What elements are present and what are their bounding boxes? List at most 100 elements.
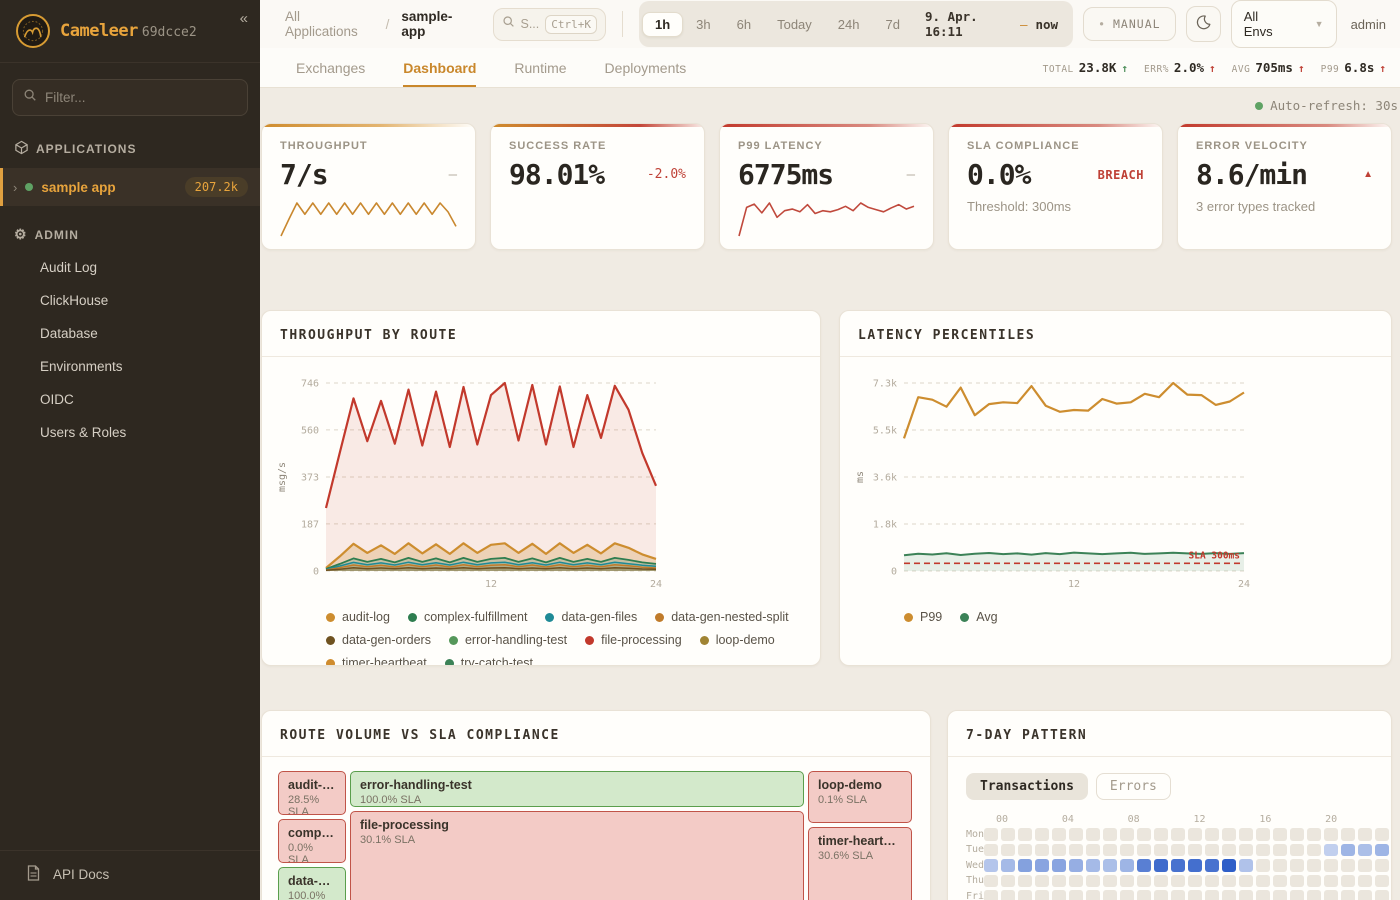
tab-exchanges[interactable]: Exchanges [296,59,366,76]
legend-item[interactable]: complex-fulfillment [407,610,527,624]
sidebar-item-audit-log[interactable]: Audit Log [40,260,98,275]
global-search-input[interactable]: S... Ctrl+K [492,7,607,41]
date-range-display[interactable]: 9. Apr. 16:11 – now [924,9,1059,39]
heatmap-cell [1205,843,1220,856]
heatmap-cell [1069,843,1084,856]
gear-icon: ⚙ [14,226,28,242]
heatmap-cell [1358,859,1373,872]
treemap-route-name: file-processing [360,818,449,832]
svg-text:187: 187 [301,519,319,530]
heatmap-cell [1188,828,1203,841]
treemap-cell-data-gen-files[interactable]: data-gen-files 100.0% SLA [278,867,346,900]
heatmap-day-label: Wed [966,859,985,871]
heatmap-cell [1137,843,1152,856]
time-range-7d[interactable]: 7d [885,16,900,32]
heatmap-cell [1137,828,1152,841]
time-range-24h[interactable]: 24h [837,16,860,32]
sidebar-item-clickhouse[interactable]: ClickHouse [40,293,109,308]
heatmap-cell [1358,843,1373,856]
legend-item[interactable]: try-catch-test [444,656,533,665]
time-range-1h[interactable]: 1h [641,11,684,37]
legend-dot-icon [326,658,335,665]
sidebar-collapse-button[interactable]: « [239,10,248,27]
heatmap-cell [1222,890,1237,900]
stat-p99: P99 6.8s ↑ [1320,60,1386,75]
chart-legend: P99 Avg [852,602,1373,624]
heatmap-cell [1273,890,1288,900]
sidebar-filter[interactable] [12,79,248,116]
auto-refresh-indicator: Auto-refresh: 30s [261,96,1398,123]
sidebar-item-database[interactable]: Database [40,326,98,341]
heatmap-cell [1052,828,1067,841]
legend-item[interactable]: data-gen-nested-split [655,610,789,624]
heatmap-cell [1188,843,1203,856]
sidebar-item-sample-app[interactable]: › sample app 207.2k [0,168,260,206]
sidebar-item-api-docs[interactable]: API Docs [0,850,260,900]
treemap-cell-loop-demo[interactable]: loop-demo 0.1% SLA [808,771,912,823]
heatmap-cell [1341,859,1356,872]
svg-text:12: 12 [1068,579,1080,590]
heatmap-cell [1358,890,1373,900]
legend-item[interactable]: Avg [960,610,998,624]
time-range-6h[interactable]: 6h [736,16,752,32]
treemap-cell-timer-heartbeat[interactable]: timer-heartbeat 30.6% SLA [808,827,912,900]
stat-avg: AVG 705ms ↑ [1231,60,1305,75]
heatmap-cell [1018,874,1033,887]
heatmap-cell [1137,874,1152,887]
tab-deployments[interactable]: Deployments [604,59,687,76]
heatmap-cell [1290,859,1305,872]
legend-item[interactable]: timer-heartbeat [326,656,427,665]
legend-dot-icon [960,612,970,622]
legend-item[interactable]: data-gen-orders [326,633,431,647]
kpi-value: 0.0% [967,158,1031,191]
legend-item[interactable]: loop-demo [699,633,775,647]
heatmap-cell [1307,874,1322,887]
legend-item[interactable]: data-gen-files [545,610,637,624]
sidebar-item-oidc[interactable]: OIDC [40,392,74,407]
heatmap-cell [1154,890,1169,900]
heatmap-cell [1001,890,1016,900]
charts-row: THROUGHPUT BY ROUTE 0 187 373 560 746 12 24 msg… [261,310,1392,666]
env-select-dropdown[interactable]: All Envs ▼ [1230,0,1337,48]
legend-item[interactable]: file-processing [585,633,682,647]
svg-text:24: 24 [650,579,662,590]
legend-item[interactable]: error-handling-test [448,633,567,647]
status-dot-icon: • [1098,17,1106,31]
heatmap-cell [1290,890,1305,900]
applications-section-header: APPLICATIONS [0,122,260,166]
kpi-card-error-velocity: ERROR VELOCITY 8.6/min ▲ 3 error types tr… [1177,123,1392,250]
heatmap-cell [1171,828,1186,841]
filter-input[interactable] [45,90,237,105]
sidebar-item-environments[interactable]: Environments [40,359,123,374]
heatmap-cell [1273,874,1288,887]
time-range-3h[interactable]: 3h [696,16,711,32]
treemap-cell-complex-fulfil-[interactable]: complex-fulfil... 0.0% SLA [278,819,346,863]
time-range-today[interactable]: Today [777,16,812,32]
heatmap-cell [1205,874,1220,887]
breadcrumb-root[interactable]: All Applications [285,9,358,39]
tab-runtime[interactable]: Runtime [514,59,567,76]
manual-refresh-button[interactable]: • MANUAL [1083,7,1176,41]
heatmap-cell [1256,859,1271,872]
tab-errors[interactable]: Errors [1095,773,1171,800]
expand-chevron-icon[interactable]: › [13,179,18,195]
tab-transactions[interactable]: Transactions [966,773,1088,800]
treemap-cell-file-processing[interactable]: file-processing 30.1% SLA [350,811,804,900]
user-label[interactable]: admin [1350,16,1386,32]
svg-text:SLA 300ms: SLA 300ms [1189,550,1240,561]
treemap-cell-audit-log[interactable]: audit-log 28.5% SLA [278,771,346,815]
heatmap-cell [1341,828,1356,841]
heatmap-cell [1086,890,1101,900]
tab-dashboard[interactable]: Dashboard [403,48,477,87]
chart-legend: audit-log complex-fulfillment data-gen-fil… [274,602,802,665]
dark-mode-toggle[interactable] [1185,6,1221,42]
kpi-delta: -2.0% [646,167,686,182]
heatmap-cell [1120,859,1135,872]
heatmap-cell [1324,828,1339,841]
heatmap-cell [1273,843,1288,856]
sidebar-item-users-roles[interactable]: Users & Roles [40,425,127,440]
treemap-cell-error-handling-test[interactable]: error-handling-test 100.0% SLA [350,771,804,807]
status-dot-icon [25,183,34,191]
legend-item[interactable]: P99 [904,610,942,624]
legend-item[interactable]: audit-log [326,610,390,624]
